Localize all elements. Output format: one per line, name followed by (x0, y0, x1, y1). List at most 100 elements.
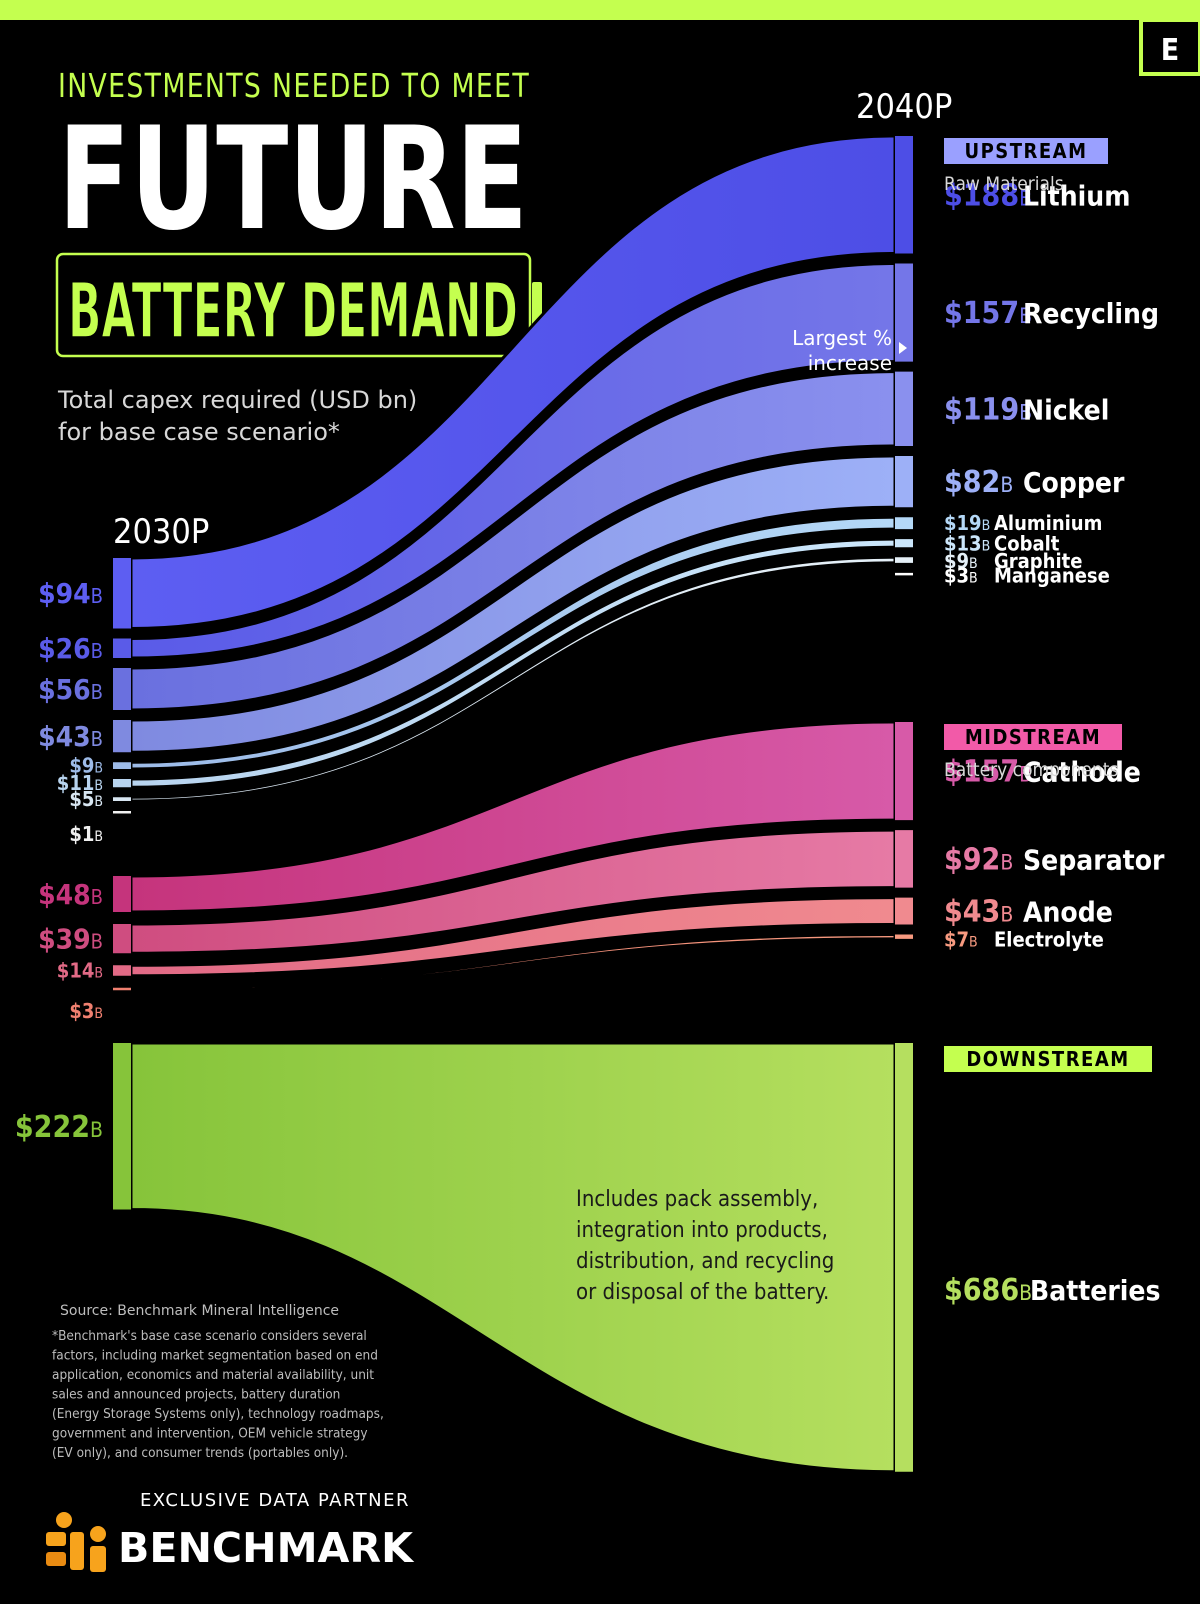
node-2040-anode (895, 897, 913, 925)
right-value-labels: $188BLithium$157BRecycling$119BNickel$82… (944, 178, 1165, 1308)
node-2030-nickel (113, 668, 131, 710)
value-2040-separator: $92B (944, 842, 1013, 877)
node-2030-cathode (113, 876, 131, 912)
value-2040-graphite: $9B (944, 549, 978, 573)
brand-logo: E (1139, 18, 1200, 76)
value-2030-cathode: $48B (38, 878, 103, 911)
footnote-line: sales and announced projects, battery du… (52, 1387, 340, 1403)
downstream-badge-text: DOWNSTREAM (966, 1047, 1129, 1071)
node-2030-electrolyte (113, 987, 131, 991)
midstream-badge (944, 724, 1122, 750)
midstream-badge-text: MIDSTREAM (965, 725, 1101, 749)
x-label-2040: 2040P (856, 87, 952, 127)
supertitle: INVESTMENTS NEEDED TO MEET (58, 66, 530, 105)
midstream-sublabel: Battery components (944, 759, 1118, 781)
value-2030-graphite: $5B (69, 787, 103, 811)
page-title: FUTURE (58, 97, 528, 262)
node-2030-recycling (113, 638, 131, 658)
value-2040-recycling: $157B (944, 296, 1032, 331)
node-2040-aluminium (895, 517, 913, 530)
benchmark-logo-icon (46, 1512, 106, 1572)
node-2030-aluminium (113, 762, 131, 769)
node-2030-copper (113, 720, 131, 753)
upstream-badge (944, 138, 1108, 164)
label-recycling: Recycling (1023, 297, 1159, 330)
downstream-note-line: or disposal of the battery. (576, 1280, 829, 1305)
title-badge: BATTERY DEMAND (55, 252, 542, 358)
node-2040-recycling (895, 263, 913, 362)
downstream-badge (944, 1046, 1152, 1072)
node-2040-nickel (895, 371, 913, 446)
node-2030-cobalt (113, 779, 131, 788)
annotation-line-2: increase (808, 351, 892, 375)
downstream-note-line: Includes pack assembly, (576, 1187, 818, 1212)
value-2030-lithium: $94B (38, 577, 103, 610)
footnote-line: (EV only), and consumer trends (portable… (52, 1445, 348, 1461)
node-2030-lithium (113, 558, 131, 629)
node-2040-batteries (895, 1043, 913, 1472)
title-badge-text: BATTERY DEMAND (68, 266, 518, 355)
annotation-arrow-icon (899, 342, 907, 354)
top-accent-bar (0, 0, 1200, 20)
value-2040-copper: $82B (944, 465, 1013, 500)
label-graphite: Graphite (994, 549, 1082, 573)
label-separator: Separator (1023, 843, 1165, 876)
value-2040-cathode: $157B (944, 755, 1032, 790)
node-2040-lithium (895, 136, 913, 254)
value-2040-electrolyte: $7B (944, 928, 978, 952)
footnote-line: government and intervention, OEM vehicle… (52, 1426, 368, 1442)
brand-mark: E (1161, 33, 1179, 68)
value-2040-manganese: $3B (944, 564, 978, 588)
footnote-line: factors, including market segmentation b… (52, 1348, 378, 1364)
node-2030-manganese (113, 811, 131, 814)
value-2040-nickel: $119B (944, 392, 1032, 427)
downstream-note-line: distribution, and recycling (576, 1249, 834, 1274)
value-2030-electrolyte: $3B (69, 999, 103, 1023)
right-nodes (895, 136, 913, 1472)
upstream-sublabel: Raw Materials (944, 173, 1064, 195)
node-2040-separator (895, 830, 913, 888)
footnote: *Benchmark's base case scenario consider… (52, 1328, 384, 1461)
node-2030-anode (113, 965, 131, 976)
flow-batteries (129, 1041, 897, 1474)
subtitle-line-2: for base case scenario* (58, 418, 340, 446)
label-copper: Copper (1023, 466, 1125, 499)
node-2040-graphite (895, 557, 913, 563)
value-2030-recycling: $26B (38, 632, 103, 665)
group-labels: UPSTREAM Raw Materials MIDSTREAM Battery co… (944, 138, 1152, 1072)
node-2040-electrolyte (895, 934, 913, 939)
value-2030-copper: $43B (38, 720, 103, 753)
footnote-line: application, economics and material avai… (52, 1367, 374, 1383)
source-note: Source: Benchmark Mineral Intelligence (60, 1303, 339, 1319)
recycling-annotation: Largest % increase (792, 326, 907, 375)
node-2040-cobalt (895, 539, 913, 548)
node-2040-cathode (895, 722, 913, 821)
downstream-note: Includes pack assembly, integration into … (576, 1187, 834, 1305)
value-2040-aluminium: $19B (944, 511, 990, 535)
value-2030-anode: $14B (57, 959, 103, 983)
x-label-2030: 2030P (113, 512, 209, 552)
label-anode: Anode (1023, 896, 1113, 929)
left-nodes (113, 558, 131, 1210)
label-nickel: Nickel (1023, 393, 1109, 426)
flow-bands (129, 134, 897, 1474)
upstream-badge-text: UPSTREAM (964, 139, 1087, 163)
partner-label: EXCLUSIVE DATA PARTNER (140, 1490, 410, 1511)
value-2040-anode: $43B (944, 895, 1013, 930)
value-2030-manganese: $1B (69, 822, 103, 846)
annotation-line-1: Largest % (792, 326, 892, 350)
downstream-note-line: integration into products, (576, 1218, 828, 1243)
node-2030-graphite (113, 797, 131, 801)
value-2030-nickel: $56B (38, 673, 103, 706)
label-electrolyte: Electrolyte (994, 928, 1104, 952)
node-2030-batteries (113, 1043, 131, 1210)
value-2040-cobalt: $13B (944, 532, 990, 556)
value-2040-lithium: $188B (944, 178, 1032, 213)
value-2030-batteries: $222B (15, 1110, 103, 1145)
label-cathode: Cathode (1023, 756, 1141, 789)
value-2030-separator: $39B (38, 922, 103, 955)
label-manganese: Manganese (994, 564, 1110, 588)
subtitle-line-1: Total capex required (USD bn) (57, 386, 417, 414)
